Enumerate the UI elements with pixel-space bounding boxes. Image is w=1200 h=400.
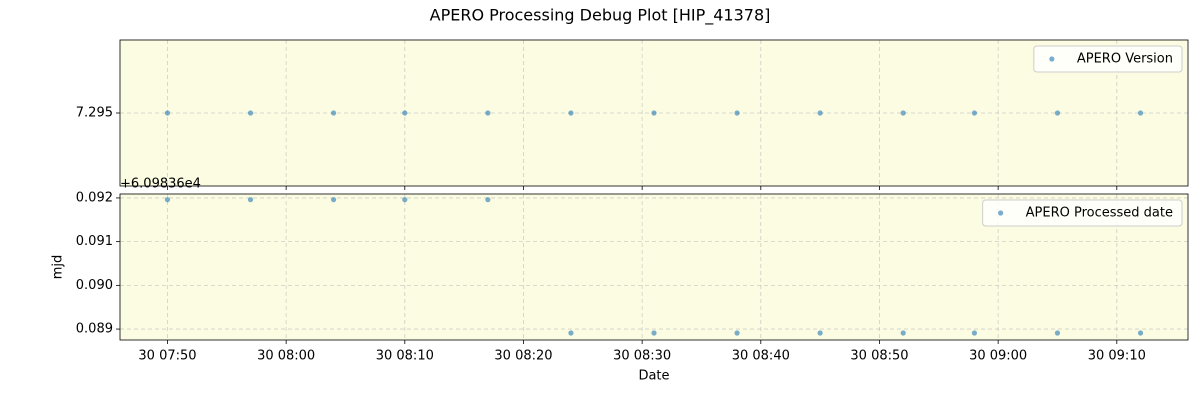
y-offset-label: +6.09836e4	[120, 177, 201, 192]
x-tick-label: 30 08:00	[257, 349, 315, 364]
y-tick-label: 0.089	[76, 322, 113, 337]
point	[164, 110, 171, 116]
point	[900, 330, 906, 336]
plot-frame	[119, 193, 1189, 341]
point	[1054, 110, 1061, 116]
y-axis-label: mjd	[51, 255, 66, 280]
figure-title: APERO Processing Debug Plot [HIP_41378]	[430, 6, 771, 26]
plot-frame	[119, 39, 1189, 187]
y-tick-label: 0.090	[76, 278, 113, 293]
point	[247, 197, 254, 203]
legend-label: APERO Version	[1077, 52, 1173, 67]
point	[485, 197, 491, 203]
legend-label: APERO Processed date	[1026, 206, 1173, 221]
point	[402, 110, 408, 116]
point	[331, 197, 337, 203]
point	[1054, 330, 1061, 336]
legend-box	[1033, 45, 1183, 73]
legend-marker	[1049, 56, 1055, 62]
y-tick-label: 0.091	[76, 234, 113, 249]
point	[817, 330, 823, 336]
point	[485, 110, 491, 116]
legend-marker	[998, 210, 1004, 216]
point	[1137, 330, 1144, 336]
point	[651, 110, 657, 116]
point	[568, 110, 574, 116]
point	[971, 110, 978, 116]
x-tick-label: 30 08:50	[850, 349, 908, 364]
point	[568, 330, 574, 336]
legend: APERO Version	[1033, 45, 1183, 73]
y-tick-label: 0.092	[76, 190, 113, 205]
x-tick-label: 30 07:50	[138, 349, 196, 364]
x-tick-label: 30 09:10	[1088, 349, 1146, 364]
y-tick-label: 7.295	[76, 106, 113, 121]
point	[402, 197, 408, 203]
x-axis-label: Date	[638, 369, 669, 384]
point	[331, 110, 337, 116]
point	[971, 330, 978, 336]
x-tick-label: 30 09:00	[969, 349, 1027, 364]
point	[817, 110, 823, 116]
point	[734, 110, 740, 116]
legend-box	[982, 199, 1183, 227]
point	[900, 110, 906, 116]
point	[164, 197, 171, 203]
x-tick-label: 30 08:20	[494, 349, 552, 364]
point	[651, 330, 657, 336]
x-tick-label: 30 08:30	[613, 349, 671, 364]
point	[734, 330, 740, 336]
point	[247, 110, 254, 116]
legend: APERO Processed date	[982, 199, 1183, 227]
x-tick-label: 30 08:40	[732, 349, 790, 364]
point	[1137, 110, 1144, 116]
x-tick-label: 30 08:10	[376, 349, 434, 364]
